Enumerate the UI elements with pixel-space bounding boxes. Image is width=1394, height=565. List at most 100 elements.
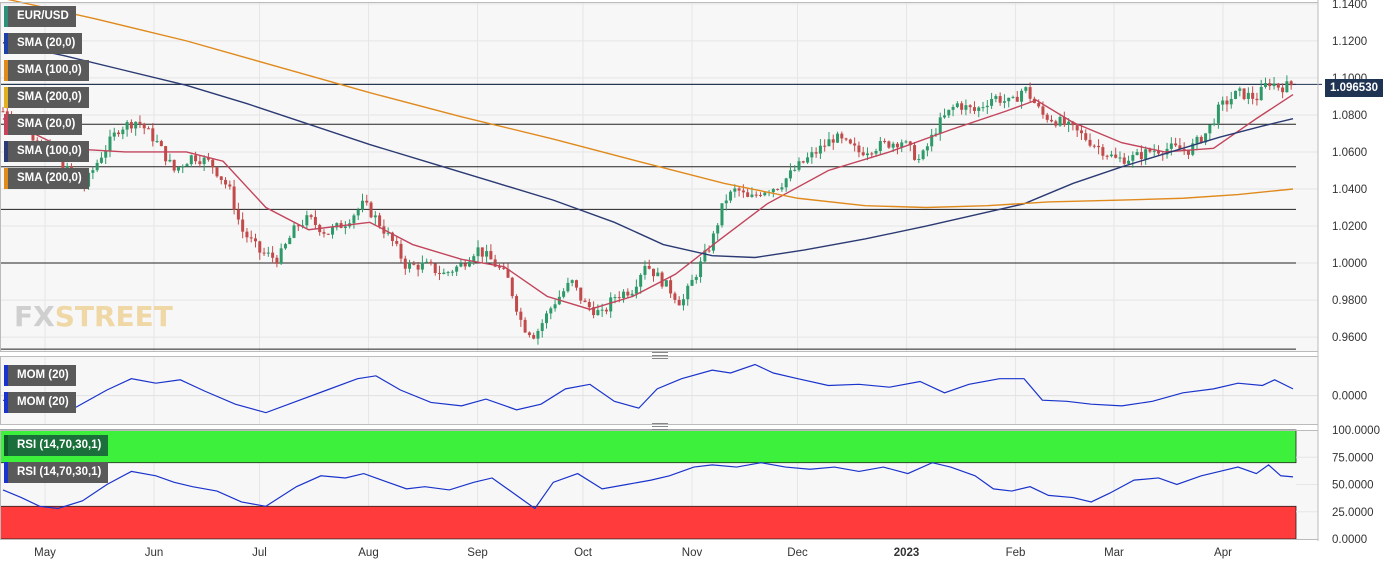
- candle[interactable]: [1281, 87, 1285, 93]
- candle[interactable]: [669, 280, 673, 294]
- candle[interactable]: [425, 261, 429, 263]
- candle[interactable]: [716, 225, 720, 234]
- candle[interactable]: [814, 152, 818, 154]
- candle[interactable]: [455, 266, 459, 272]
- candle[interactable]: [532, 335, 536, 339]
- candle[interactable]: [1186, 150, 1190, 155]
- candle[interactable]: [596, 310, 600, 316]
- candle[interactable]: [579, 287, 583, 301]
- candle[interactable]: [904, 141, 908, 143]
- candle[interactable]: [699, 261, 703, 278]
- candle[interactable]: [549, 308, 553, 314]
- candle[interactable]: [519, 311, 523, 320]
- candle[interactable]: [592, 307, 596, 316]
- candle[interactable]: [780, 187, 784, 190]
- legend-symbol[interactable]: EUR/USD: [4, 6, 76, 27]
- candle[interactable]: [947, 109, 951, 116]
- candle[interactable]: [502, 267, 506, 269]
- candle[interactable]: [797, 161, 801, 170]
- candle[interactable]: [408, 263, 412, 269]
- candle[interactable]: [1127, 160, 1131, 164]
- candle[interactable]: [1092, 145, 1096, 147]
- legend-sma100-b[interactable]: SMA (100,0): [4, 141, 89, 162]
- candle[interactable]: [968, 105, 972, 108]
- candle[interactable]: [1097, 145, 1101, 148]
- candle[interactable]: [938, 117, 942, 134]
- candle[interactable]: [771, 188, 775, 193]
- candle[interactable]: [1216, 104, 1220, 124]
- candle[interactable]: [930, 134, 934, 147]
- candle[interactable]: [943, 115, 947, 118]
- candle[interactable]: [908, 141, 912, 146]
- candle[interactable]: [497, 266, 501, 268]
- candle[interactable]: [1212, 123, 1216, 125]
- candle[interactable]: [292, 225, 296, 238]
- candle[interactable]: [617, 297, 621, 299]
- candle[interactable]: [245, 231, 249, 238]
- candle[interactable]: [1028, 87, 1032, 99]
- candle[interactable]: [1191, 143, 1195, 155]
- candle[interactable]: [151, 128, 155, 142]
- candle[interactable]: [913, 145, 917, 160]
- candle[interactable]: [690, 279, 694, 286]
- candle[interactable]: [138, 121, 142, 124]
- candle[interactable]: [741, 190, 745, 193]
- candle[interactable]: [733, 188, 737, 192]
- candle[interactable]: [583, 300, 587, 303]
- candle[interactable]: [322, 232, 326, 234]
- candle[interactable]: [360, 200, 364, 210]
- candle[interactable]: [707, 250, 711, 252]
- candle[interactable]: [459, 263, 463, 267]
- candle[interactable]: [335, 223, 339, 228]
- candle[interactable]: [1225, 100, 1229, 105]
- candle[interactable]: [147, 128, 151, 130]
- candle[interactable]: [352, 215, 356, 224]
- candle[interactable]: [626, 291, 630, 296]
- candle[interactable]: [527, 332, 531, 336]
- candle[interactable]: [652, 268, 656, 277]
- candle[interactable]: [1169, 143, 1173, 149]
- candle[interactable]: [990, 98, 994, 106]
- candle[interactable]: [754, 194, 758, 196]
- candle[interactable]: [836, 133, 840, 143]
- candle[interactable]: [686, 285, 690, 300]
- candle[interactable]: [1050, 119, 1054, 122]
- candle[interactable]: [1139, 152, 1143, 159]
- legend-sma20-b[interactable]: SMA (20,0): [4, 114, 83, 135]
- candle[interactable]: [172, 159, 176, 171]
- candle[interactable]: [236, 209, 240, 220]
- candle[interactable]: [746, 192, 750, 197]
- candle[interactable]: [1020, 90, 1024, 102]
- candle[interactable]: [1268, 83, 1272, 87]
- candle[interactable]: [416, 264, 420, 270]
- candle[interactable]: [296, 225, 300, 227]
- legend-rsi-b[interactable]: RSI (14,70,30,1): [4, 462, 109, 483]
- candle[interactable]: [1285, 81, 1289, 93]
- candle[interactable]: [784, 178, 788, 188]
- candle[interactable]: [562, 291, 566, 297]
- candle[interactable]: [831, 139, 835, 143]
- candle[interactable]: [493, 259, 497, 267]
- candle[interactable]: [1272, 83, 1276, 87]
- candle[interactable]: [159, 141, 163, 147]
- candle[interactable]: [1135, 152, 1139, 156]
- candle[interactable]: [523, 319, 527, 333]
- candle[interactable]: [480, 247, 484, 257]
- candle[interactable]: [279, 248, 283, 264]
- candle[interactable]: [373, 215, 377, 218]
- candle[interactable]: [467, 261, 471, 267]
- candle[interactable]: [390, 232, 394, 242]
- candle[interactable]: [258, 241, 262, 253]
- candle[interactable]: [1195, 136, 1199, 144]
- candle[interactable]: [489, 251, 493, 260]
- candle[interactable]: [639, 274, 643, 287]
- candle[interactable]: [232, 186, 236, 210]
- candle[interactable]: [395, 241, 399, 244]
- candle[interactable]: [1251, 92, 1255, 99]
- momentum-line[interactable]: [2, 363, 1294, 414]
- candle[interactable]: [750, 194, 754, 197]
- candle[interactable]: [215, 167, 219, 177]
- candle[interactable]: [656, 272, 660, 277]
- candle[interactable]: [960, 103, 964, 110]
- candle[interactable]: [925, 146, 929, 151]
